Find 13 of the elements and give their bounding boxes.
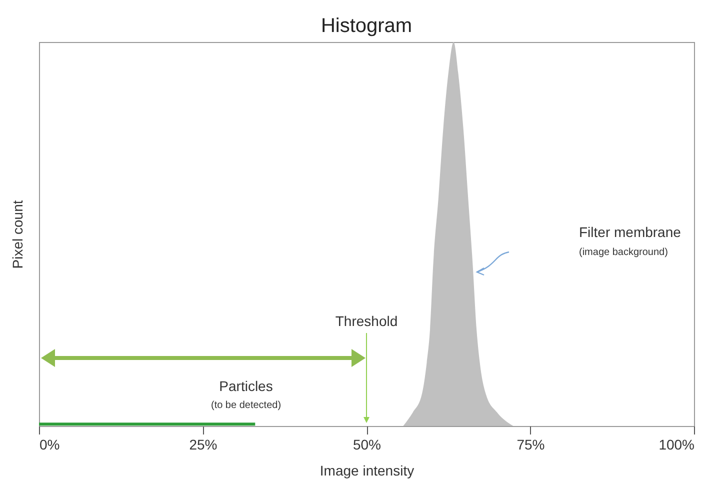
- x-tick-label: 50%: [352, 436, 382, 452]
- annotation: Filter membrane: [579, 224, 682, 240]
- x-tick-label: 25%: [189, 436, 218, 452]
- x-tick-label: 100%: [658, 436, 694, 452]
- annotation: (to be detected): [210, 400, 282, 411]
- x-tick-label: 0%: [40, 436, 60, 452]
- annotation: (image background): [579, 247, 668, 258]
- x-tick-label: 75%: [516, 436, 545, 452]
- y-axis-title: Pixel count: [10, 200, 26, 269]
- ref-line-label: Threshold: [335, 313, 398, 329]
- x-axis-title: Image intensity: [320, 462, 414, 478]
- chart-title: Histogram: [320, 15, 412, 37]
- annotation: Particles: [219, 378, 273, 394]
